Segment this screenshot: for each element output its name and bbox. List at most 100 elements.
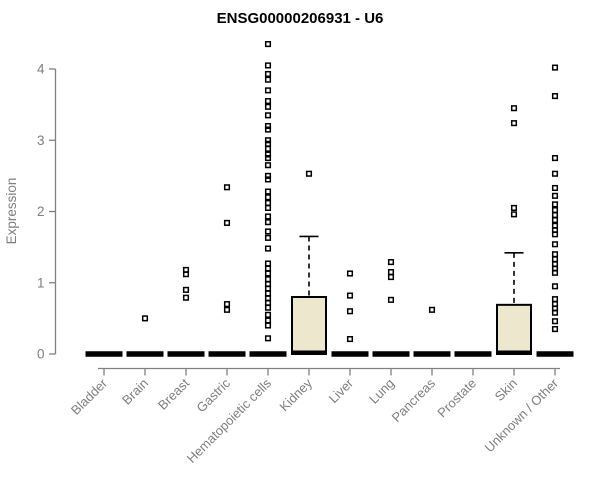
- boxplot-kidney: [291, 170, 327, 356]
- outlier-point: [551, 269, 559, 276]
- outlier-point: [182, 286, 190, 293]
- boxplot-breast: [167, 266, 205, 357]
- outlier-point: [551, 93, 559, 100]
- outlier-point: [223, 184, 231, 191]
- x-category-label-breast: Breast: [155, 375, 192, 412]
- outlier-point: [264, 213, 272, 220]
- outlier-point: [264, 172, 272, 179]
- outlier-point: [223, 306, 231, 313]
- outlier-point: [551, 256, 559, 263]
- outlier-point: [551, 283, 559, 290]
- outlier-point: [387, 259, 395, 266]
- outlier-point: [346, 270, 354, 277]
- outlier-point: [223, 301, 231, 308]
- outlier-point: [264, 41, 272, 48]
- outlier-point: [551, 251, 559, 258]
- outlier-point: [264, 194, 272, 201]
- outlier-point: [551, 201, 559, 208]
- outlier-point: [387, 296, 395, 303]
- outlier-point: [551, 184, 559, 192]
- outlier-point: [264, 176, 272, 183]
- collapsed-box: [331, 351, 369, 357]
- outlier-point: [264, 290, 272, 297]
- outlier-point: [141, 315, 149, 322]
- boxplot-pancreas: [413, 306, 451, 357]
- outlier-point: [264, 219, 272, 226]
- collapsed-box: [372, 351, 410, 357]
- outlier-point: [264, 260, 272, 267]
- boxplot-unknown-other: [536, 64, 574, 357]
- outlier-point: [182, 294, 190, 301]
- boxplot-skin: [496, 105, 532, 356]
- outlier-point: [264, 234, 272, 241]
- x-category-label-pancreas: Pancreas: [389, 375, 439, 425]
- outlier-point: [346, 308, 354, 315]
- outlier-point: [551, 64, 559, 71]
- x-category-label-unknown-other: Unknown / Other: [482, 375, 562, 455]
- outlier-point: [264, 145, 272, 152]
- boxplot-prostate: [454, 351, 492, 357]
- y-tick-label: 3: [37, 133, 45, 148]
- outlier-point: [387, 274, 395, 281]
- outlier-point: [428, 306, 436, 313]
- box: [291, 296, 327, 355]
- outlier-point: [264, 204, 272, 211]
- x-category-label-lung: Lung: [366, 376, 397, 407]
- outlier-point: [223, 219, 231, 226]
- outlier-point: [264, 188, 272, 195]
- boxplot-bladder: [85, 351, 123, 357]
- outlier-point: [387, 269, 395, 276]
- x-category-label-brain: Brain: [119, 376, 151, 408]
- boxplot-liver: [331, 270, 369, 357]
- outlier-point: [264, 270, 272, 277]
- outlier-point: [264, 304, 272, 311]
- x-category-label-gastric: Gastric: [193, 375, 233, 415]
- outlier-point: [264, 103, 272, 110]
- outlier-point: [264, 112, 272, 119]
- outlier-point: [510, 204, 518, 211]
- y-tick-label: 1: [37, 275, 45, 290]
- collapsed-box: [167, 351, 205, 357]
- y-tick-label: 0: [37, 347, 45, 362]
- outlier-point: [551, 207, 559, 214]
- outlier-point: [182, 271, 190, 278]
- outlier-point: [264, 276, 272, 283]
- outlier-point: [264, 199, 272, 206]
- x-category-label-liver: Liver: [326, 375, 357, 406]
- y-tick-label: 4: [37, 62, 45, 77]
- outlier-point: [264, 317, 272, 324]
- collapsed-box: [413, 351, 451, 357]
- x-category-label-kidney: Kidney: [276, 375, 315, 414]
- outlier-point: [264, 162, 272, 169]
- outlier-point: [264, 228, 272, 235]
- outlier-point: [264, 299, 272, 306]
- collapsed-box: [85, 351, 123, 357]
- outlier-point: [551, 217, 559, 224]
- collapsed-box: [536, 351, 574, 357]
- outlier-point: [510, 105, 518, 112]
- box: [496, 303, 532, 355]
- outlier-point: [264, 98, 272, 105]
- outlier-point: [264, 245, 272, 252]
- outlier-point: [264, 285, 272, 292]
- outlier-point: [264, 137, 272, 144]
- outlier-point: [551, 192, 559, 199]
- outlier-point: [264, 155, 272, 162]
- outlier-point: [264, 62, 272, 69]
- outlier-point: [264, 122, 272, 130]
- outlier-point: [510, 211, 518, 218]
- outlier-point: [264, 76, 272, 83]
- outlier-point: [551, 309, 559, 316]
- plot-area: [85, 41, 574, 357]
- outlier-point: [551, 231, 559, 238]
- outlier-point: [264, 87, 272, 94]
- y-tick-label: 2: [37, 204, 45, 219]
- x-category-label-skin: Skin: [492, 376, 520, 404]
- outlier-point: [551, 170, 559, 177]
- x-category-label-bladder: Bladder: [68, 375, 111, 418]
- outlier-point: [264, 126, 272, 133]
- boxplot-brain: [126, 315, 164, 357]
- collapsed-box: [454, 351, 492, 357]
